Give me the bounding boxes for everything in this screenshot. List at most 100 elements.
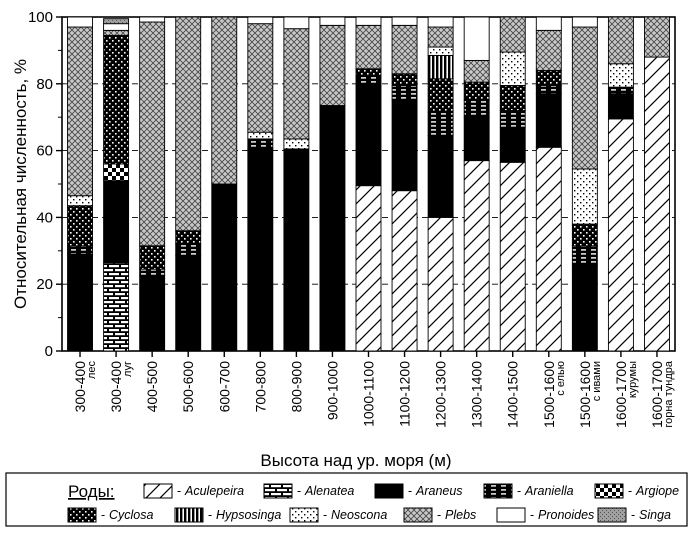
y-axis-ticks: 0 20 40 60 80 100 <box>28 9 62 360</box>
bar-segment-araneus-3 <box>139 275 166 352</box>
bar-segment-araneus-6 <box>247 148 274 352</box>
legend: - Aculepeira - Alenatea - Araneus - Araniella - A… <box>67 483 679 523</box>
bar-segment-araneus-7 <box>283 148 310 352</box>
bar-segment-plebs-3 <box>139 21 166 247</box>
bar-segment-araneus-12 <box>463 116 490 162</box>
bar-segment-araneus-5 <box>211 183 238 352</box>
y-tick-label-100: 100 <box>28 9 53 26</box>
legend-item-singa: - Singa <box>597 507 671 523</box>
bar-segment-neoscona-11 <box>427 46 454 56</box>
bar-segment-neoscona-16 <box>607 63 634 88</box>
bar-segment-cyclosa-10 <box>391 73 418 86</box>
bar-segment-araniella-1 <box>67 245 93 255</box>
bar-segment-cyclosa-9 <box>355 68 382 76</box>
bar-segment-neoscona-15 <box>571 168 598 225</box>
bar-stack-12 <box>463 16 490 352</box>
bar-stack-9 <box>355 16 382 352</box>
bar-segment-plebs-13 <box>499 16 526 53</box>
bar-segment-araneus-14 <box>535 93 562 148</box>
bar-segment-cyclosa-15 <box>571 223 598 247</box>
bar-segment-araneus-10 <box>391 100 418 192</box>
legend-label-araneus: Araneus <box>415 484 463 498</box>
bar-segment-pronoides-1 <box>67 16 93 28</box>
legend-item-argiope: - Argiope <box>594 483 679 499</box>
x-tick-sublabel-16: курумы <box>627 361 639 398</box>
bar-segment-pronoides-9 <box>355 16 382 26</box>
legend-dash: - <box>297 484 301 498</box>
bar-segment-aculepeira-13 <box>499 161 526 352</box>
x-tick-label-2: 300-400 <box>108 361 124 413</box>
legend-dash: - <box>530 508 534 522</box>
legend-item-neoscona: - Neoscona <box>289 507 387 523</box>
legend-dash: - <box>101 508 105 522</box>
bar-segment-plebs-4 <box>175 16 202 232</box>
bar-segment-hypsosinga-11 <box>427 54 454 80</box>
legend-dash: - <box>628 484 632 498</box>
x-tick-label-8: 900-1000 <box>324 361 340 420</box>
bar-segment-pronoides-10 <box>391 16 418 26</box>
bar-segment-araniella-3 <box>139 268 166 277</box>
legend-dash: - <box>208 508 212 522</box>
legend-label-araniella: Araniella <box>524 484 574 498</box>
bar-segment-pronoides-15 <box>571 16 598 28</box>
legend-dash: - <box>177 484 181 498</box>
legend-item-alenatea: - Alenatea <box>263 483 354 499</box>
bar-segment-cyclosa-4 <box>175 230 202 245</box>
bar-stack-15 <box>571 16 598 352</box>
legend-item-hypsosinga: - Hypsosinga <box>174 507 281 523</box>
legend-dash: - <box>323 508 327 522</box>
x-tick-label-17: 1600-1700 <box>649 361 665 428</box>
bar-segment-aculepeira-10 <box>391 190 418 352</box>
bar-segment-plebs-2 <box>103 29 130 36</box>
bar-segment-plebs-11 <box>427 26 454 48</box>
bar-segment-cyclosa-3 <box>139 245 166 270</box>
bar-stack-13 <box>499 16 526 352</box>
x-tick-label-13: 1400-1500 <box>505 361 521 428</box>
legend-item-pronoides: - Pronoides <box>496 507 594 523</box>
bar-segment-plebs-1 <box>67 26 93 197</box>
bar-segment-cyclosa-13 <box>499 85 526 111</box>
x-tick-label-14: 1500-1600 <box>541 361 557 428</box>
legend-label-pronoides: Pronoides <box>538 508 594 522</box>
x-tick-label-12: 1300-1400 <box>469 361 485 428</box>
x-tick-sublabel-14: с елью <box>555 361 567 396</box>
bar-segment-pronoides-12 <box>463 16 490 61</box>
bar-segment-araniella-4 <box>175 243 202 257</box>
x-tick-label-16: 1600-1700 <box>613 361 629 428</box>
bar-segment-aculepeira-17 <box>644 56 670 352</box>
bar-segment-araniella-6 <box>247 138 274 150</box>
x-tick-sublabel-2: луг <box>122 361 134 377</box>
legend-label-neoscona: Neoscona <box>331 508 387 522</box>
legend-swatch-plebs <box>403 507 433 523</box>
legend-dash: - <box>437 508 441 522</box>
bars <box>67 16 670 352</box>
legend-box <box>5 472 688 527</box>
bar-segment-aculepeira-9 <box>355 185 382 352</box>
bar-segment-pronoides-11 <box>427 16 454 28</box>
bar-segment-plebs-10 <box>391 24 418 75</box>
bar-segment-cyclosa-1 <box>67 205 93 247</box>
bar-segment-aculepeira-14 <box>535 146 562 352</box>
x-axis-label: Высота над ур. моря (м) <box>260 451 451 470</box>
bar-segment-araneus-4 <box>175 255 202 352</box>
bar-segment-argiope-2 <box>103 163 130 182</box>
x-tick-label-15: 1500-1600 <box>577 361 593 428</box>
x-tick-label-7: 800-900 <box>288 361 304 413</box>
bar-segment-araniella-12 <box>463 100 490 118</box>
bar-segment-pronoides-6 <box>247 16 274 25</box>
y-tick-label-80: 80 <box>36 76 53 93</box>
bar-segment-cyclosa-12 <box>463 81 490 101</box>
bar-segment-pronoides-7 <box>283 16 310 30</box>
legend-title: Роды: <box>68 482 115 501</box>
bar-segment-plebs-8 <box>319 24 346 106</box>
bar-stack-8 <box>319 16 346 352</box>
bar-segment-araniella-11 <box>427 111 454 137</box>
bar-stack-3 <box>139 16 166 352</box>
bar-segment-pronoides-2 <box>103 23 130 31</box>
legend-swatch-araneus <box>374 483 404 499</box>
bar-segment-araneus-2 <box>103 180 130 263</box>
legend-label-argiope: Argiope <box>635 484 679 498</box>
x-tick-label-3: 400-500 <box>144 361 160 413</box>
y-tick-label-60: 60 <box>36 143 53 160</box>
